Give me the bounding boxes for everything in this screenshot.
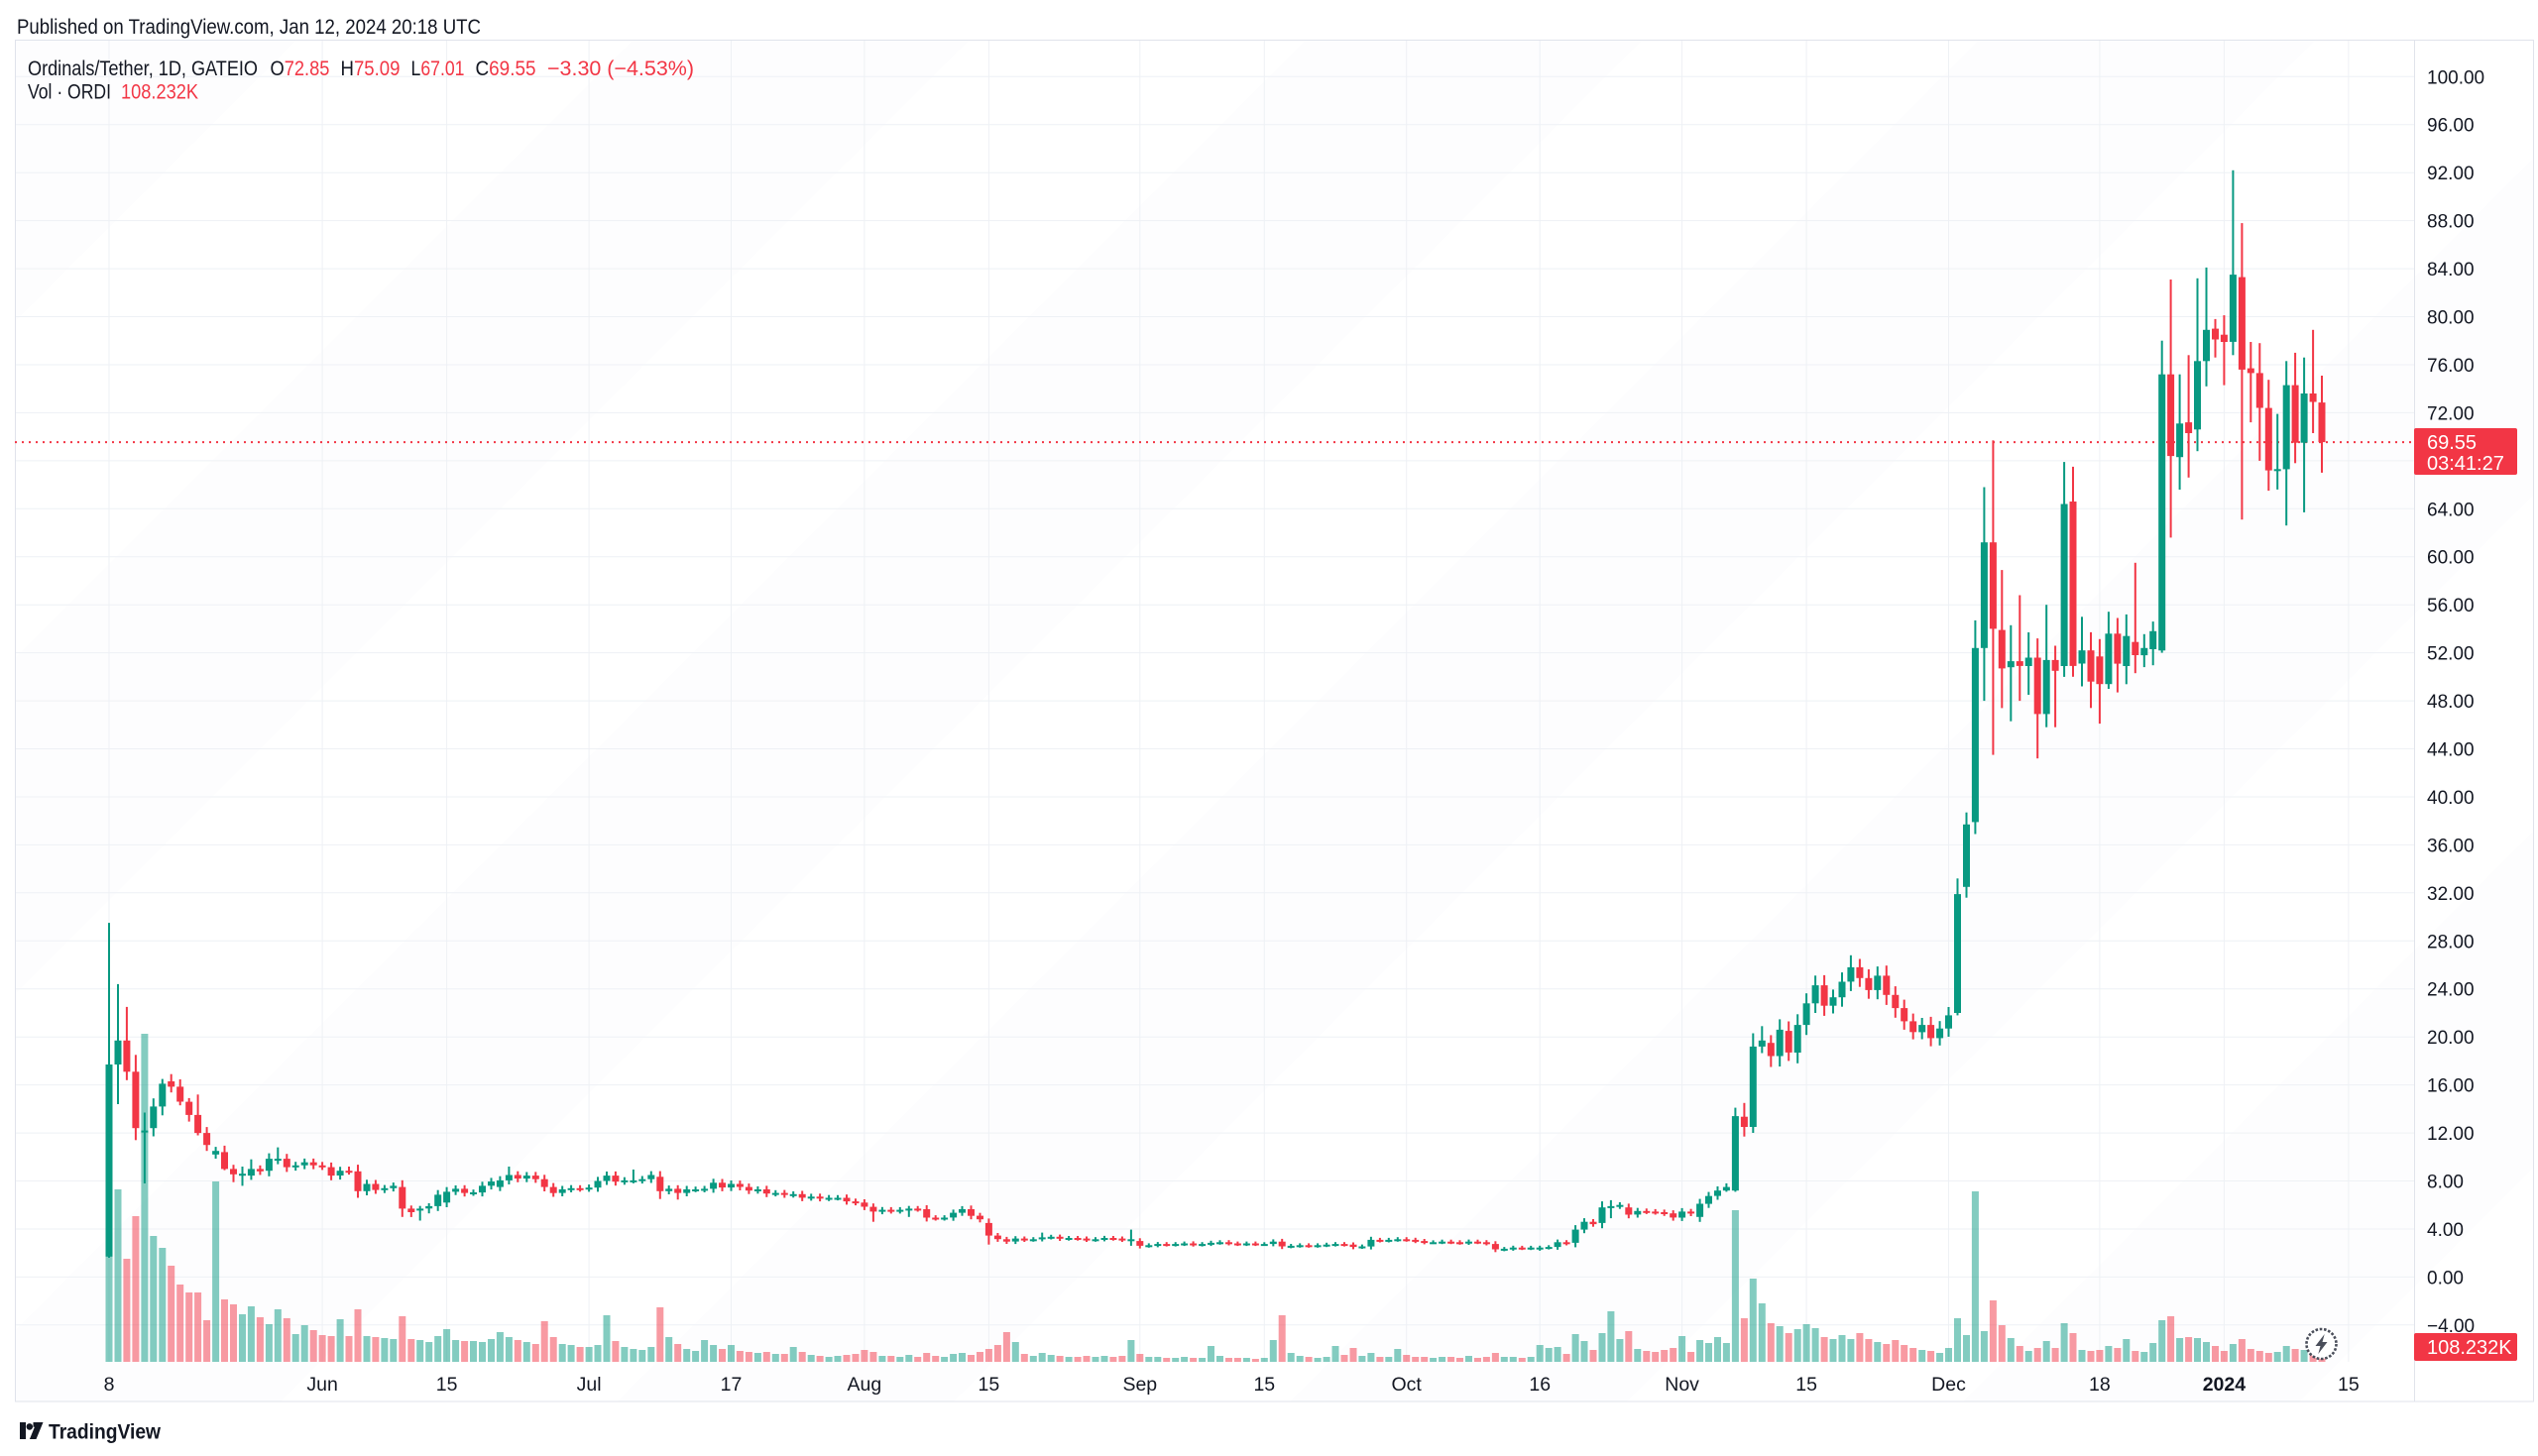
svg-text:O72.85: O72.85 (271, 57, 330, 80)
svg-text:20.00: 20.00 (2427, 1028, 2475, 1049)
svg-text:Ordinals/Tether, 1D, GATEIO: Ordinals/Tether, 1D, GATEIO (28, 57, 258, 80)
svg-text:15: 15 (1253, 1374, 1275, 1396)
svg-text:108.232K: 108.232K (121, 81, 198, 104)
svg-text:72.00: 72.00 (2427, 403, 2475, 424)
svg-text:15: 15 (2338, 1374, 2360, 1396)
svg-text:18: 18 (2089, 1374, 2111, 1396)
svg-text:Published on TradingView.com,: Published on TradingView.com, Jan 12, 20… (17, 16, 481, 39)
svg-text:16.00: 16.00 (2427, 1076, 2475, 1097)
svg-text:Oct: Oct (1392, 1374, 1423, 1396)
svg-text:12.00: 12.00 (2427, 1124, 2475, 1145)
svg-text:15: 15 (1795, 1374, 1817, 1396)
svg-text:−3.30 (−4.53%): −3.30 (−4.53%) (547, 57, 694, 80)
svg-text:TradingView: TradingView (49, 1421, 162, 1444)
svg-text:48.00: 48.00 (2427, 692, 2475, 713)
svg-text:H75.09: H75.09 (341, 57, 401, 80)
svg-text:4.00: 4.00 (2427, 1220, 2464, 1241)
svg-text:16: 16 (1529, 1374, 1551, 1396)
svg-text:15: 15 (979, 1374, 1000, 1396)
svg-text:80.00: 80.00 (2427, 308, 2475, 329)
svg-text:Nov: Nov (1665, 1374, 1699, 1396)
svg-text:Jul: Jul (577, 1374, 602, 1396)
svg-text:56.00: 56.00 (2427, 596, 2475, 616)
svg-text:Vol · ORDI: Vol · ORDI (28, 81, 111, 104)
svg-text:100.00: 100.00 (2427, 67, 2484, 88)
svg-text:88.00: 88.00 (2427, 212, 2475, 233)
svg-text:2024: 2024 (2203, 1374, 2247, 1396)
svg-text:24.00: 24.00 (2427, 980, 2475, 1001)
svg-text:92.00: 92.00 (2427, 164, 2475, 184)
svg-text:60.00: 60.00 (2427, 548, 2475, 569)
svg-text:15: 15 (436, 1374, 458, 1396)
svg-text:8: 8 (104, 1374, 115, 1396)
svg-text:Jun: Jun (306, 1374, 337, 1396)
svg-text:96.00: 96.00 (2427, 116, 2475, 137)
svg-text:64.00: 64.00 (2427, 500, 2475, 520)
svg-text:−4.00: −4.00 (2427, 1316, 2475, 1337)
svg-text:Aug: Aug (848, 1374, 882, 1396)
svg-text:28.00: 28.00 (2427, 932, 2475, 952)
svg-text:44.00: 44.00 (2427, 740, 2475, 761)
svg-text:36.00: 36.00 (2427, 836, 2475, 856)
svg-text:32.00: 32.00 (2427, 884, 2475, 905)
svg-text:17: 17 (721, 1374, 743, 1396)
svg-text:8.00: 8.00 (2427, 1173, 2464, 1193)
svg-text:03:41:27: 03:41:27 (2427, 453, 2504, 475)
svg-text:76.00: 76.00 (2427, 356, 2475, 377)
svg-text:84.00: 84.00 (2427, 260, 2475, 280)
svg-text:Sep: Sep (1122, 1374, 1157, 1396)
svg-text:L67.01: L67.01 (411, 57, 465, 80)
svg-text:40.00: 40.00 (2427, 788, 2475, 809)
svg-text:69.55: 69.55 (2427, 432, 2477, 454)
svg-text:C69.55: C69.55 (476, 57, 536, 80)
svg-text:108.232K: 108.232K (2427, 1337, 2512, 1359)
svg-text:Dec: Dec (1931, 1374, 1966, 1396)
svg-text:52.00: 52.00 (2427, 644, 2475, 665)
svg-text:0.00: 0.00 (2427, 1268, 2464, 1288)
